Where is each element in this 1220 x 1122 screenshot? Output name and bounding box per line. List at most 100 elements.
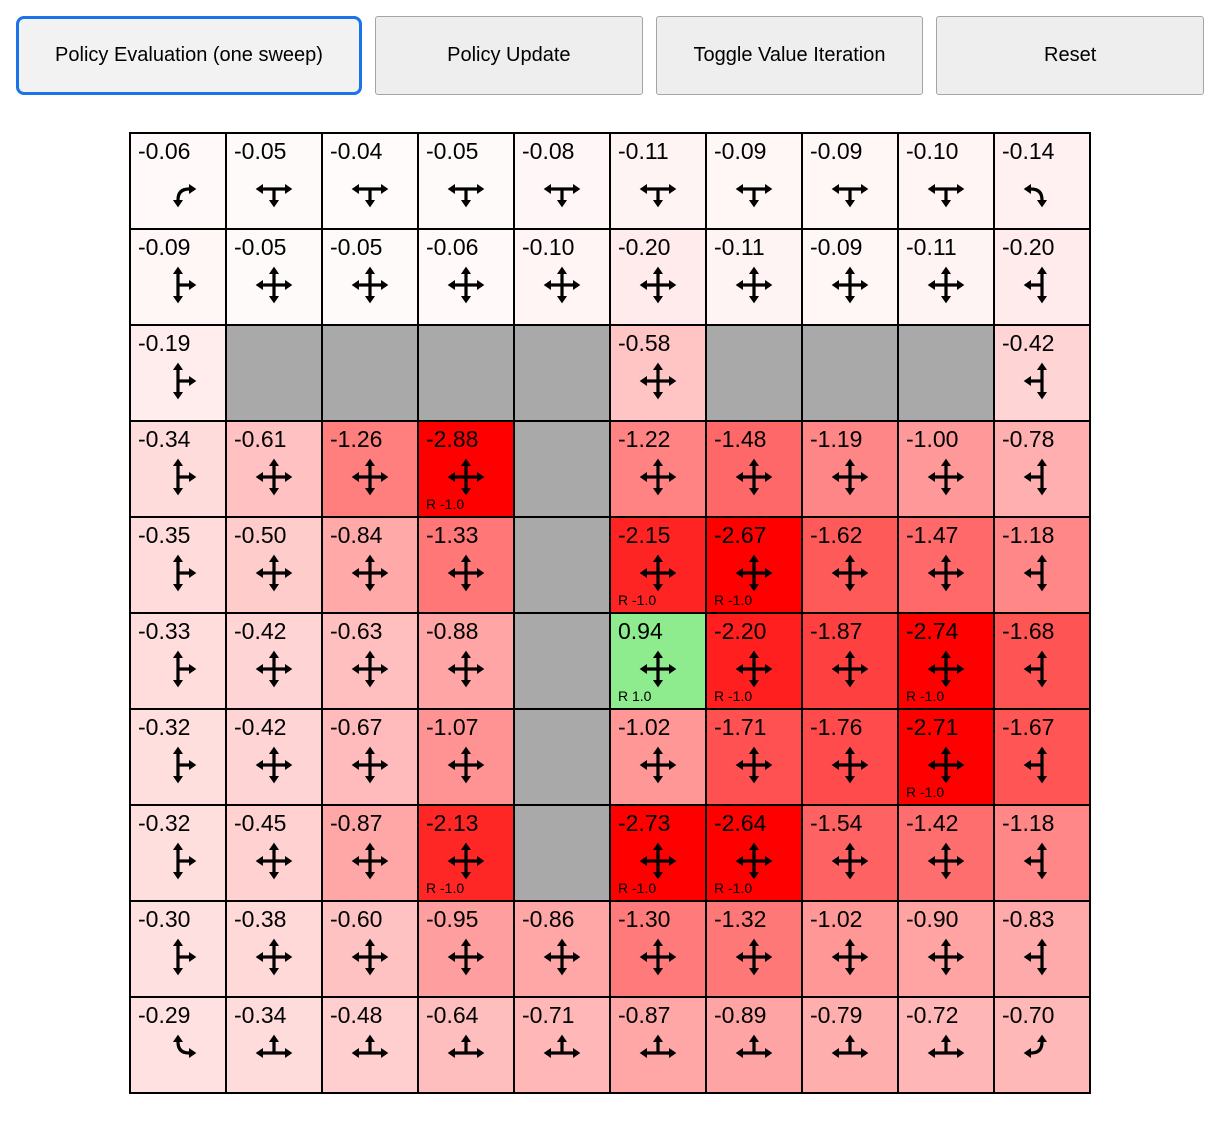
grid-cell[interactable]: -1.68 bbox=[994, 613, 1090, 709]
grid-cell[interactable]: -1.48 bbox=[706, 421, 802, 517]
grid-cell[interactable]: -1.47 bbox=[898, 517, 994, 613]
grid-cell[interactable]: -0.38 bbox=[226, 901, 322, 997]
grid-cell[interactable]: 0.94 R 1.0 bbox=[610, 613, 706, 709]
grid-cell[interactable]: -0.05 bbox=[226, 229, 322, 325]
wall-cell[interactable] bbox=[514, 421, 610, 517]
grid-cell[interactable]: -0.72 bbox=[898, 997, 994, 1093]
grid-cell[interactable]: -1.30 bbox=[610, 901, 706, 997]
grid-cell[interactable]: -0.90 bbox=[898, 901, 994, 997]
policy-evaluation-button[interactable]: Policy Evaluation (one sweep) bbox=[16, 16, 362, 95]
grid-cell[interactable]: -0.42 bbox=[226, 613, 322, 709]
grid-cell[interactable]: -1.62 bbox=[802, 517, 898, 613]
grid-cell[interactable]: -1.18 bbox=[994, 805, 1090, 901]
grid-cell[interactable]: -1.19 bbox=[802, 421, 898, 517]
grid-cell[interactable]: -1.18 bbox=[994, 517, 1090, 613]
grid-cell[interactable]: -0.58 bbox=[610, 325, 706, 421]
grid-cell[interactable]: -0.87 bbox=[610, 997, 706, 1093]
policy-update-button[interactable]: Policy Update bbox=[375, 16, 643, 95]
grid-cell[interactable]: -1.54 bbox=[802, 805, 898, 901]
wall-cell[interactable] bbox=[226, 325, 322, 421]
grid-cell[interactable]: -0.11 bbox=[610, 133, 706, 229]
grid-cell[interactable]: -0.34 bbox=[130, 421, 226, 517]
grid-cell[interactable]: -0.32 bbox=[130, 709, 226, 805]
grid-cell[interactable]: -0.04 bbox=[322, 133, 418, 229]
wall-cell[interactable] bbox=[514, 517, 610, 613]
grid-cell[interactable]: -0.79 bbox=[802, 997, 898, 1093]
grid-cell[interactable]: -2.73 R -1.0 bbox=[610, 805, 706, 901]
grid-cell[interactable]: -1.32 bbox=[706, 901, 802, 997]
grid-cell[interactable]: -0.63 bbox=[322, 613, 418, 709]
grid-cell[interactable]: -0.83 bbox=[994, 901, 1090, 997]
wall-cell[interactable] bbox=[898, 325, 994, 421]
toggle-value-iteration-button[interactable]: Toggle Value Iteration bbox=[655, 16, 924, 95]
grid-cell[interactable]: -0.05 bbox=[226, 133, 322, 229]
grid-cell[interactable]: -1.00 bbox=[898, 421, 994, 517]
grid-cell[interactable]: -1.26 bbox=[322, 421, 418, 517]
grid-cell[interactable]: -0.87 bbox=[322, 805, 418, 901]
wall-cell[interactable] bbox=[706, 325, 802, 421]
grid-cell[interactable]: -0.20 bbox=[610, 229, 706, 325]
grid-cell[interactable]: -0.06 bbox=[130, 133, 226, 229]
grid-cell[interactable]: -2.88 R -1.0 bbox=[418, 421, 514, 517]
grid-cell[interactable]: -1.22 bbox=[610, 421, 706, 517]
wall-cell[interactable] bbox=[514, 805, 610, 901]
grid-cell[interactable]: -0.32 bbox=[130, 805, 226, 901]
wall-cell[interactable] bbox=[514, 709, 610, 805]
grid-cell[interactable]: -0.09 bbox=[802, 229, 898, 325]
grid-cell[interactable]: -2.13 R -1.0 bbox=[418, 805, 514, 901]
grid-cell[interactable]: -0.88 bbox=[418, 613, 514, 709]
grid-cell[interactable]: -0.45 bbox=[226, 805, 322, 901]
grid-cell[interactable]: -0.42 bbox=[226, 709, 322, 805]
grid-cell[interactable]: -1.33 bbox=[418, 517, 514, 613]
grid-cell[interactable]: -0.09 bbox=[802, 133, 898, 229]
grid-cell[interactable]: -1.07 bbox=[418, 709, 514, 805]
grid-cell[interactable]: -0.84 bbox=[322, 517, 418, 613]
grid-cell[interactable]: -0.11 bbox=[706, 229, 802, 325]
grid-cell[interactable]: -0.30 bbox=[130, 901, 226, 997]
grid-cell[interactable]: -0.70 bbox=[994, 997, 1090, 1093]
grid-cell[interactable]: -0.60 bbox=[322, 901, 418, 997]
grid-cell[interactable]: -2.74 R -1.0 bbox=[898, 613, 994, 709]
grid-cell[interactable]: -0.29 bbox=[130, 997, 226, 1093]
grid-cell[interactable]: -1.71 bbox=[706, 709, 802, 805]
grid-cell[interactable]: -0.35 bbox=[130, 517, 226, 613]
grid-cell[interactable]: -0.89 bbox=[706, 997, 802, 1093]
grid-cell[interactable]: -1.87 bbox=[802, 613, 898, 709]
grid-cell[interactable]: -0.64 bbox=[418, 997, 514, 1093]
grid-cell[interactable]: -1.02 bbox=[610, 709, 706, 805]
wall-cell[interactable] bbox=[514, 325, 610, 421]
grid-cell[interactable]: -1.67 bbox=[994, 709, 1090, 805]
grid-cell[interactable]: -0.48 bbox=[322, 997, 418, 1093]
grid-cell[interactable]: -0.71 bbox=[514, 997, 610, 1093]
grid-cell[interactable]: -0.10 bbox=[898, 133, 994, 229]
grid-cell[interactable]: -0.67 bbox=[322, 709, 418, 805]
wall-cell[interactable] bbox=[322, 325, 418, 421]
reset-button[interactable]: Reset bbox=[936, 16, 1205, 95]
grid-cell[interactable]: -0.95 bbox=[418, 901, 514, 997]
grid-cell[interactable]: -2.67 R -1.0 bbox=[706, 517, 802, 613]
grid-cell[interactable]: -0.86 bbox=[514, 901, 610, 997]
grid-cell[interactable]: -0.11 bbox=[898, 229, 994, 325]
grid-cell[interactable]: -0.05 bbox=[418, 133, 514, 229]
grid-cell[interactable]: -0.19 bbox=[130, 325, 226, 421]
grid-cell[interactable]: -0.06 bbox=[418, 229, 514, 325]
grid-cell[interactable]: -2.64 R -1.0 bbox=[706, 805, 802, 901]
grid-cell[interactable]: -0.09 bbox=[130, 229, 226, 325]
grid-cell[interactable]: -0.50 bbox=[226, 517, 322, 613]
grid-cell[interactable]: -2.71 R -1.0 bbox=[898, 709, 994, 805]
grid-cell[interactable]: -0.34 bbox=[226, 997, 322, 1093]
grid-cell[interactable]: -0.05 bbox=[322, 229, 418, 325]
grid-cell[interactable]: -0.20 bbox=[994, 229, 1090, 325]
grid-cell[interactable]: -1.02 bbox=[802, 901, 898, 997]
grid-cell[interactable]: -0.09 bbox=[706, 133, 802, 229]
grid-cell[interactable]: -0.08 bbox=[514, 133, 610, 229]
grid-cell[interactable]: -0.33 bbox=[130, 613, 226, 709]
wall-cell[interactable] bbox=[802, 325, 898, 421]
grid-cell[interactable]: -2.20 R -1.0 bbox=[706, 613, 802, 709]
grid-cell[interactable]: -0.14 bbox=[994, 133, 1090, 229]
grid-cell[interactable]: -0.42 bbox=[994, 325, 1090, 421]
wall-cell[interactable] bbox=[418, 325, 514, 421]
grid-cell[interactable]: -0.10 bbox=[514, 229, 610, 325]
grid-cell[interactable]: -1.76 bbox=[802, 709, 898, 805]
grid-cell[interactable]: -2.15 R -1.0 bbox=[610, 517, 706, 613]
